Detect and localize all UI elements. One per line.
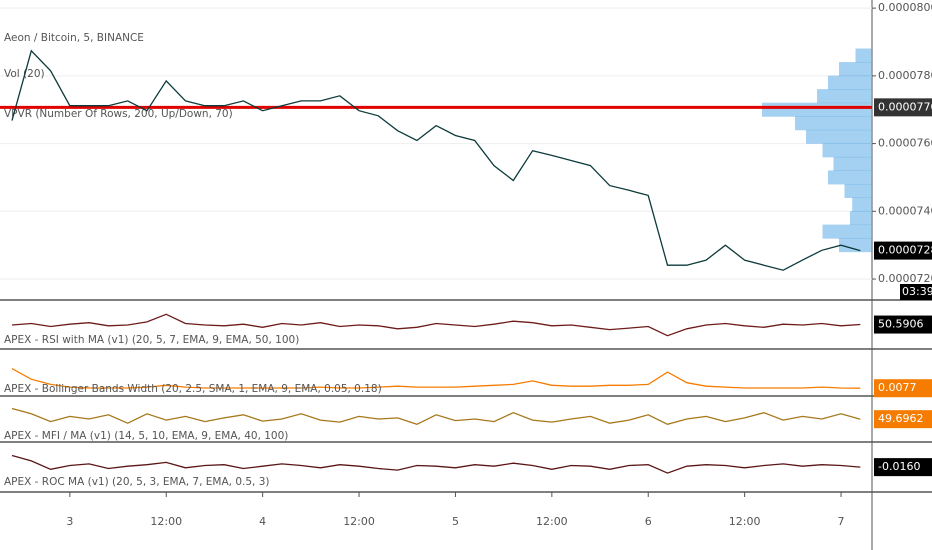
series-line bbox=[11, 407, 861, 426]
volume-profile-row bbox=[844, 183, 872, 198]
indicator-title: APEX - MFI / MA (v1) (14, 5, 10, EMA, 9,… bbox=[4, 430, 288, 442]
indicator-title: APEX - RSI with MA (v1) (20, 5, 7, EMA, … bbox=[4, 334, 299, 346]
volume-profile-row bbox=[762, 102, 872, 117]
x-tick-label: 5 bbox=[452, 515, 459, 528]
x-tick-label: 12:00 bbox=[343, 515, 375, 528]
series-line bbox=[11, 313, 861, 337]
value-label-box bbox=[874, 379, 932, 398]
y-tick-label: 0.00007200 bbox=[878, 272, 932, 285]
volume-profile-row bbox=[850, 211, 872, 226]
series-line bbox=[11, 49, 861, 271]
y-tick-label: 0.00007600 bbox=[878, 137, 932, 150]
volume-profile-row bbox=[855, 48, 872, 63]
volume-profile-row bbox=[828, 75, 872, 90]
indicator-title: APEX - ROC MA (v1) (20, 5, 3, EMA, 7, EM… bbox=[4, 476, 270, 488]
value-label: -0.0160 bbox=[878, 460, 920, 473]
series-line bbox=[11, 368, 861, 389]
value-label-box bbox=[874, 458, 932, 477]
x-tick-label: 12:00 bbox=[536, 515, 568, 528]
volume-profile-row bbox=[806, 129, 872, 144]
x-tick-label: 3 bbox=[66, 515, 73, 528]
volume-profile-row bbox=[839, 238, 872, 253]
x-tick-label: 4 bbox=[259, 515, 266, 528]
volume-profile-row bbox=[839, 62, 872, 77]
value-label-box bbox=[874, 241, 932, 260]
chart-title: Aeon / Bitcoin, 5, BINANCE bbox=[4, 32, 144, 44]
x-tick-label: 6 bbox=[645, 515, 652, 528]
volume-profile-row bbox=[822, 224, 872, 239]
indicator-title: APEX - Bollinger Bands Width (20, 2.5, S… bbox=[4, 383, 382, 395]
series-line bbox=[11, 454, 861, 474]
volume-profile-row bbox=[822, 143, 872, 158]
volume-profile-row bbox=[828, 170, 872, 185]
volume-profile-row bbox=[817, 89, 872, 104]
y-tick-label: 0.00008000 bbox=[878, 1, 932, 14]
value-label: 0.00007284 bbox=[878, 244, 932, 257]
value-label-box bbox=[874, 315, 932, 334]
value-label: 50.5906 bbox=[878, 318, 924, 331]
x-tick-label: 7 bbox=[838, 515, 845, 528]
countdown-box bbox=[900, 284, 932, 300]
indicator-title: VPVR (Number Of Rows, 200, Up/Down, 70) bbox=[4, 108, 233, 120]
x-tick-label: 12:00 bbox=[729, 515, 761, 528]
countdown: 03:39 bbox=[902, 285, 932, 298]
y-tick-label: 0.00007400 bbox=[878, 204, 932, 217]
poc-label: 0.00007707 bbox=[878, 100, 932, 113]
volume-profile-row bbox=[833, 156, 872, 171]
value-label-box bbox=[874, 410, 932, 429]
x-tick-label: 12:00 bbox=[150, 515, 182, 528]
y-tick-label: 0.00007800 bbox=[878, 69, 932, 82]
volume-profile-row bbox=[852, 197, 872, 212]
poc-box bbox=[874, 98, 932, 117]
volume-profile-row bbox=[795, 116, 872, 131]
value-label: 0.0077 bbox=[878, 381, 917, 394]
value-label: 49.6962 bbox=[878, 412, 924, 425]
